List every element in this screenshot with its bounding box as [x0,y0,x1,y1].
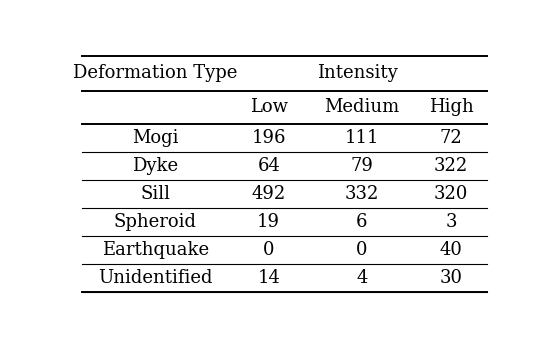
Text: Medium: Medium [324,98,400,116]
Text: Earthquake: Earthquake [102,240,209,259]
Text: Sill: Sill [140,184,170,202]
Text: 4: 4 [356,269,368,287]
Text: Spheroid: Spheroid [114,213,197,231]
Text: High: High [429,98,473,116]
Text: Mogi: Mogi [132,128,178,146]
Text: 64: 64 [257,157,280,175]
Text: 14: 14 [257,269,280,287]
Text: Low: Low [250,98,288,116]
Text: 111: 111 [345,128,379,146]
Text: 0: 0 [263,240,275,259]
Text: 40: 40 [440,240,463,259]
Text: 79: 79 [350,157,373,175]
Text: 492: 492 [252,184,286,202]
Text: 322: 322 [434,157,468,175]
Text: 0: 0 [356,240,368,259]
Text: 196: 196 [251,128,286,146]
Text: 3: 3 [445,213,457,231]
Text: Dyke: Dyke [132,157,178,175]
Text: 320: 320 [434,184,468,202]
Text: Deformation Type: Deformation Type [73,64,237,82]
Text: 332: 332 [345,184,379,202]
Text: Unidentified: Unidentified [98,269,212,287]
Text: 72: 72 [440,128,463,146]
Text: 30: 30 [440,269,463,287]
Text: 6: 6 [356,213,368,231]
Text: Intensity: Intensity [317,64,398,82]
Text: 19: 19 [257,213,280,231]
